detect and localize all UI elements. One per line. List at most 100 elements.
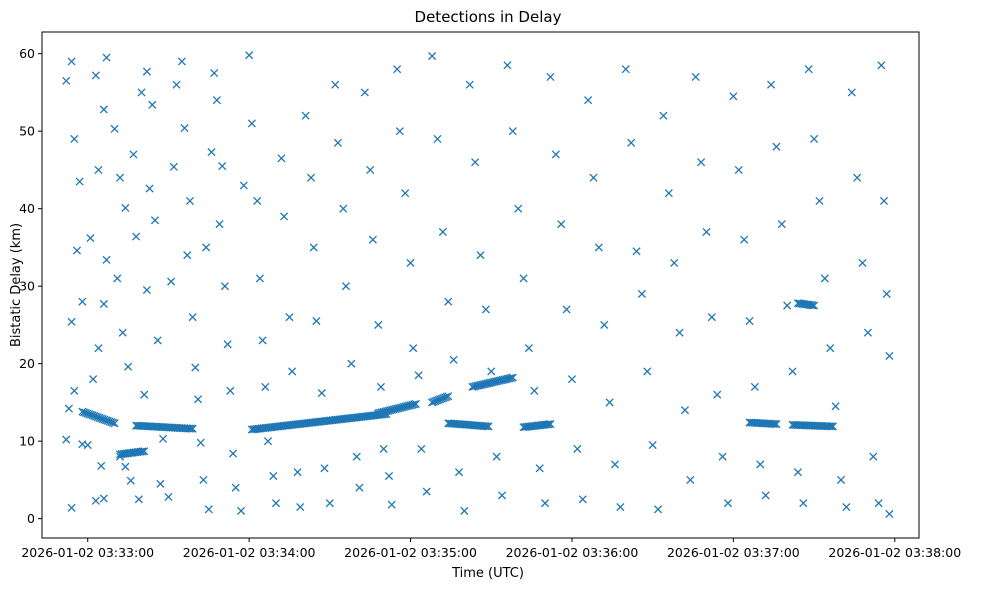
data-point (847, 88, 856, 97)
data-point (186, 424, 196, 433)
data-point (271, 499, 281, 508)
data-point (422, 487, 431, 496)
data-point (124, 362, 133, 371)
y-axis-title: Bistatic Delay (km) (9, 223, 24, 347)
data-point (589, 173, 598, 182)
data-point (831, 402, 840, 411)
data-point (768, 419, 778, 428)
data-point (567, 375, 577, 384)
data-point (376, 382, 386, 391)
data-point (150, 216, 160, 225)
data-point (544, 420, 553, 429)
data-point (134, 495, 143, 504)
data-point (138, 447, 147, 456)
data-point (508, 373, 517, 382)
data-point (188, 424, 197, 433)
data-point (869, 452, 878, 461)
data-point (83, 440, 92, 450)
data-point (293, 468, 302, 477)
y-tick-label: 20 (19, 356, 35, 371)
data-point (226, 386, 235, 395)
y-tick-label: 60 (19, 46, 35, 61)
data-point (129, 150, 138, 159)
data-point (401, 189, 410, 198)
data-point (312, 316, 321, 326)
data-point (503, 61, 512, 70)
data-point (514, 204, 523, 213)
data-point (347, 359, 356, 368)
data-point (465, 80, 474, 89)
data-point (828, 422, 837, 431)
data-point (169, 162, 178, 171)
data-point (546, 72, 555, 82)
data-point (788, 367, 797, 376)
data-point (288, 367, 297, 376)
data-point (132, 232, 141, 241)
data-point (188, 313, 197, 322)
data-point (237, 506, 246, 515)
y-tick-label: 10 (19, 434, 35, 449)
data-point (643, 367, 652, 376)
data-point (433, 134, 442, 143)
data-point (94, 165, 103, 174)
data-point (215, 220, 224, 229)
data-point (202, 243, 211, 252)
x-tick-label: 2026-01-02 03:36:00 (506, 545, 639, 560)
data-point (355, 483, 364, 492)
data-point (255, 274, 264, 283)
data-point (697, 158, 706, 167)
data-point (541, 499, 550, 508)
data-point (410, 400, 419, 409)
data-point (858, 258, 867, 267)
data-point (460, 506, 469, 515)
data-point (285, 313, 294, 322)
data-point (484, 422, 493, 431)
data-point (223, 340, 232, 349)
data-point (333, 138, 342, 147)
data-point (551, 150, 560, 159)
data-point (519, 274, 528, 283)
data-point (172, 80, 181, 89)
data-point (218, 161, 227, 171)
data-point (637, 289, 646, 298)
data-point (384, 471, 394, 481)
data-point (879, 196, 889, 205)
data-point (62, 435, 71, 444)
x-tick-label: 2026-01-02 03:37:00 (667, 545, 800, 560)
data-point (820, 274, 829, 283)
data-point (810, 301, 819, 310)
data-point (261, 382, 270, 391)
data-point (210, 69, 219, 78)
data-point (562, 305, 571, 314)
data-point (296, 502, 305, 512)
data-point (877, 61, 886, 70)
data-point (140, 447, 149, 456)
data-point (885, 351, 894, 360)
data-point (530, 386, 539, 395)
data-point (185, 196, 195, 205)
data-point (91, 71, 100, 80)
data-point (379, 444, 388, 453)
data-point (481, 422, 490, 431)
data-point (199, 475, 208, 484)
data-point (707, 313, 716, 322)
data-point (158, 434, 168, 443)
data-point (783, 301, 792, 310)
data-point (97, 461, 106, 470)
data-point (366, 165, 375, 174)
data-point (258, 336, 267, 345)
data-point (594, 243, 603, 252)
data-point (882, 289, 891, 298)
data-point (91, 496, 100, 505)
data-point (621, 65, 630, 74)
data-point (374, 320, 383, 329)
data-point (610, 460, 620, 469)
data-point (231, 483, 240, 492)
data-point (826, 344, 835, 353)
data-point (280, 212, 289, 221)
data-point (121, 203, 130, 212)
data-point (815, 196, 824, 205)
data-point (414, 371, 423, 380)
data-point (331, 80, 340, 89)
data-point (799, 499, 808, 508)
